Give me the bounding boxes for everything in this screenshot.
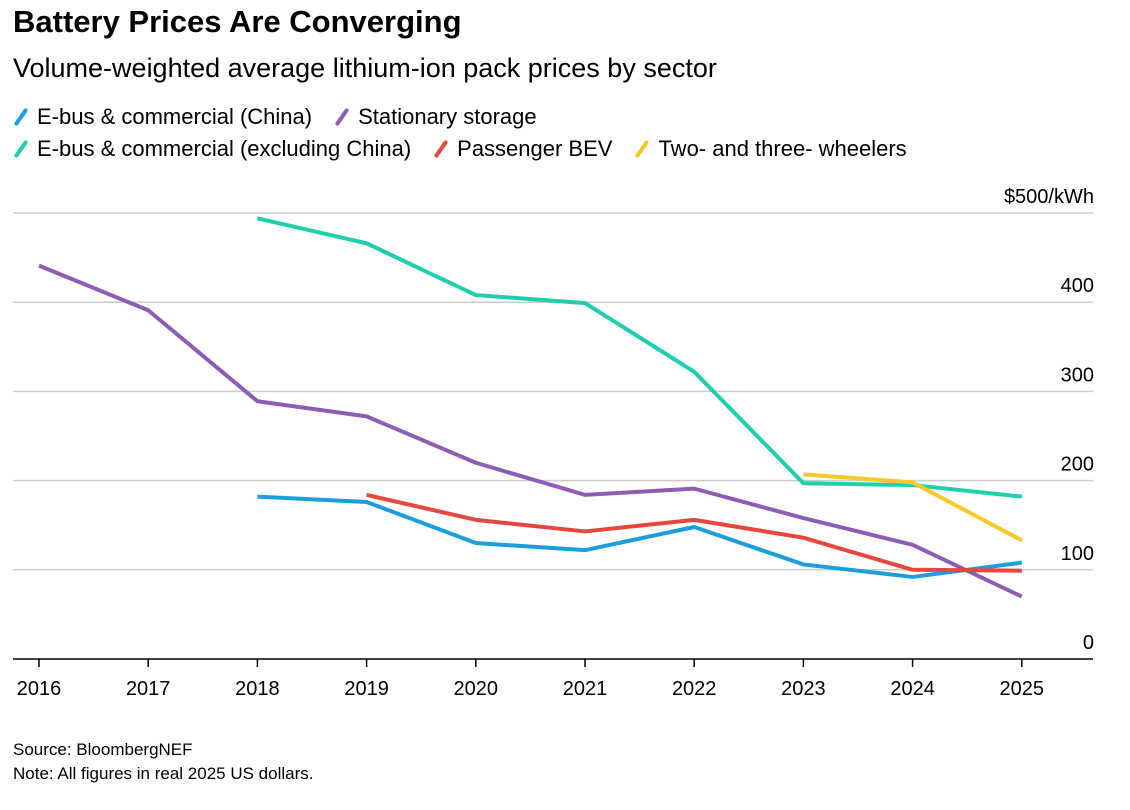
legend-row-1: E-bus & commercial (China) Stationary st… <box>13 104 537 130</box>
series-line-two-and-three-wheelers <box>803 472 1023 543</box>
legend-row-2: E-bus & commercial (excluding China) Pas… <box>13 136 907 162</box>
y-tick-label: 100 <box>1061 543 1094 565</box>
y-tick-label: 400 <box>1061 275 1094 297</box>
x-tick-label: 2022 <box>672 678 717 700</box>
x-tick-label: 2024 <box>890 678 935 700</box>
source-note: Source: BloombergNEF <box>13 740 193 759</box>
series-line-passenger-bev <box>366 492 1022 573</box>
legend-item: Stationary storage <box>334 104 537 130</box>
series-line-stationary-storage <box>38 263 1023 599</box>
series-line-e-bus-commercial-china- <box>257 494 1023 579</box>
x-tick-label: 2017 <box>126 678 171 700</box>
y-tick-label: 200 <box>1061 454 1094 476</box>
x-tick-label: 2019 <box>344 678 389 700</box>
legend-label: Stationary storage <box>358 104 537 129</box>
legend-item: Two- and three- wheelers <box>634 136 907 162</box>
series-line-e-bus-commercial-excluding-china- <box>256 216 1023 499</box>
y-tick-label: 300 <box>1061 364 1094 386</box>
x-tick-label: 2018 <box>235 678 280 700</box>
legend-label: E-bus & commercial (excluding China) <box>37 136 412 161</box>
chart-subtitle: Volume-weighted average lithium-ion pack… <box>13 53 717 83</box>
y-tick-label: $500/kWh <box>1004 186 1094 208</box>
footnote: Note: All figures in real 2025 US dollar… <box>13 764 314 783</box>
x-tick-label: 2023 <box>781 678 826 700</box>
chart-title: Battery Prices Are Converging <box>13 4 462 39</box>
legend-item: E-bus & commercial (China) <box>13 104 312 130</box>
legend-item: E-bus & commercial (excluding China) <box>13 136 411 162</box>
x-tick-label: 2025 <box>1000 678 1045 700</box>
x-tick-label: 2016 <box>17 678 62 700</box>
x-tick-label: 2020 <box>454 678 499 700</box>
legend-label: Passenger BEV <box>457 136 613 161</box>
y-tick-label: 0 <box>1083 632 1094 654</box>
legend-label: E-bus & commercial (China) <box>37 104 313 129</box>
x-tick-label: 2021 <box>563 678 608 700</box>
legend-label: Two- and three- wheelers <box>658 136 907 161</box>
legend-item: Passenger BEV <box>433 136 612 162</box>
